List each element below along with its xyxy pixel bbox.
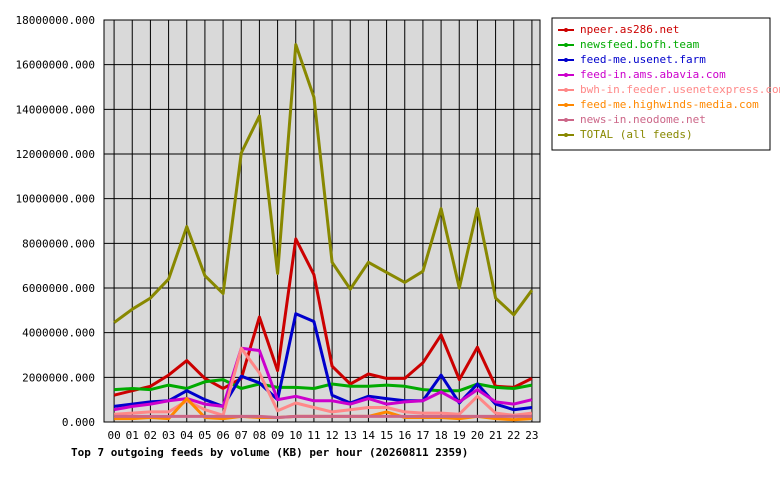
x-tick-label: 18 <box>434 429 447 442</box>
legend-label: TOTAL (all feeds) <box>580 128 693 141</box>
legend-label: news-in.neodome.net <box>580 113 706 126</box>
x-tick-label: 22 <box>507 429 520 442</box>
legend-marker <box>564 103 568 107</box>
y-tick-label: 0.000 <box>62 416 95 429</box>
legend-label: feed-in.ams.abavia.com <box>580 68 726 81</box>
legend-marker <box>564 28 568 32</box>
y-tick-label: 4000000.000 <box>22 327 95 340</box>
legend-marker <box>564 73 568 77</box>
x-tick-label: 11 <box>307 429 320 442</box>
legend-label: feed-me.highwinds-media.com <box>580 98 759 111</box>
series-line-7 <box>113 43 534 324</box>
legend-marker <box>564 43 568 47</box>
x-tick-label: 17 <box>416 429 429 442</box>
x-tick-label: 13 <box>344 429 357 442</box>
x-tick-label: 03 <box>162 429 175 442</box>
legend-label: newsfeed.bofh.team <box>580 38 700 51</box>
y-tick-label: 10000000.000 <box>16 193 95 206</box>
chart-title: Top 7 outgoing feeds by volume (KB) per … <box>71 446 468 459</box>
x-axis: 00 01 02 03 04 05 06 07 08 09 10 11 12 13 14 15 16 17 18 19… <box>107 429 538 442</box>
y-tick-label: 18000000.000 <box>16 14 95 27</box>
y-tick-label: 16000000.000 <box>16 59 95 72</box>
x-tick-label: 00 <box>107 429 120 442</box>
x-tick-label: 06 <box>216 429 229 442</box>
x-tick-label: 02 <box>144 429 157 442</box>
x-tick-label: 16 <box>398 429 411 442</box>
legend-label: bwh-in.feeder.usenetexpress.com <box>580 83 780 96</box>
legend-label: feed-me.usenet.farm <box>580 53 706 66</box>
legend-label: npeer.as286.net <box>580 23 679 36</box>
x-tick-label: 15 <box>380 429 393 442</box>
legend: npeer.as286.net newsfeed.bofh.team feed-me… <box>551 17 780 151</box>
series-line-1 <box>114 378 533 393</box>
legend-marker <box>564 118 568 122</box>
x-tick-label: 04 <box>180 429 194 442</box>
x-tick-label: 21 <box>489 429 502 442</box>
y-tick-label: 8000000.000 <box>22 237 95 250</box>
legend-marker <box>564 133 568 137</box>
y-tick-label: 12000000.000 <box>16 148 95 161</box>
x-tick-label: 08 <box>253 429 266 442</box>
plot-border <box>103 19 541 423</box>
x-tick-label: 20 <box>471 429 484 442</box>
series-line-3 <box>113 346 533 412</box>
x-tick-label: 19 <box>453 429 466 442</box>
series-lines <box>113 43 534 422</box>
x-tick-label: 01 <box>126 429 139 442</box>
legend-box <box>551 17 771 151</box>
x-tick-label: 09 <box>271 429 284 442</box>
series-line-6 <box>114 414 532 419</box>
x-tick-label: 14 <box>362 429 376 442</box>
x-tick-label: 12 <box>325 429 338 442</box>
legend-marker <box>564 58 568 62</box>
y-tick-label: 6000000.000 <box>22 282 95 295</box>
y-axis: 0.000 2000000.000 4000000.000 6000000.000 80… <box>16 14 95 429</box>
x-tick-label: 10 <box>289 429 302 442</box>
series-line-0 <box>113 237 533 397</box>
x-tick-label: 23 <box>525 429 538 442</box>
x-tick-label: 05 <box>198 429 211 442</box>
legend-marker <box>564 88 568 92</box>
y-tick-label: 14000000.000 <box>16 103 95 116</box>
y-tick-label: 2000000.000 <box>22 371 95 384</box>
x-tick-label: 07 <box>235 429 248 442</box>
